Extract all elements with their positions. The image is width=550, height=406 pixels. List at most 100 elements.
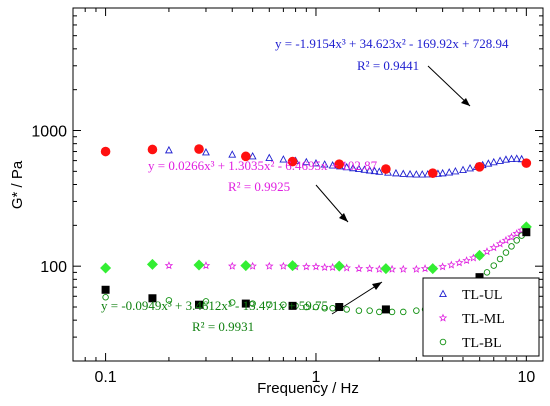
data-point: [501, 235, 511, 244]
data-point: [451, 166, 460, 175]
data-point: [474, 249, 486, 261]
data-point: [496, 255, 504, 263]
data-point: [333, 260, 345, 272]
data-point: [265, 153, 274, 161]
equation-tl-ml: y = 0.0266x³ + 1.3035x² - 6.4695x + 102.…: [148, 158, 378, 173]
data-point: [381, 164, 391, 174]
data-point: [335, 303, 344, 312]
data-point: [483, 269, 491, 276]
legend-entries: TL-UL TL-ML TL-BL: [438, 288, 505, 351]
data-point: [343, 306, 350, 313]
data-point: [355, 307, 363, 314]
data-point: [101, 285, 110, 294]
data-point: [512, 154, 521, 162]
data-point: [462, 256, 471, 265]
x-tick-label: 0.1: [94, 369, 116, 386]
data-point: [287, 260, 299, 272]
data-point: [321, 304, 328, 312]
data-point: [288, 301, 297, 310]
data-point: [354, 164, 363, 172]
data-point: [375, 167, 384, 175]
arrowhead-tl-ml: [339, 213, 348, 222]
data-point: [360, 165, 369, 173]
data-point: [521, 158, 532, 168]
data-point: [400, 308, 407, 316]
data-point: [240, 260, 252, 272]
data-point: [507, 154, 516, 163]
data-point: [202, 148, 210, 156]
data-point: [392, 168, 400, 177]
data-point: [399, 169, 408, 177]
data-point: [265, 261, 274, 270]
r-squared-tl-ml: R² = 0.9925: [228, 179, 290, 194]
arrowhead-tl-bl: [372, 282, 382, 290]
y-tick-label: 100: [40, 259, 67, 276]
data-point: [147, 144, 158, 155]
series-diamond-filled: [100, 221, 532, 275]
data-point: [146, 258, 158, 270]
data-point: [311, 262, 321, 271]
data-point: [522, 228, 531, 237]
data-point: [100, 262, 112, 274]
data-point: [447, 260, 456, 269]
data-point: [266, 301, 273, 308]
r-squared-tl-ul: R² = 0.9441: [357, 58, 419, 73]
arrowhead-tl-ul: [461, 98, 470, 106]
data-point: [365, 166, 374, 174]
data-point: [248, 151, 257, 160]
series-layer: [100, 144, 532, 316]
legend-label: TL-UL: [462, 288, 502, 303]
legend-marker: [439, 289, 447, 298]
data-point: [194, 144, 204, 154]
equation-tl-bl: y = -0.0949x³ + 3.4612x² - 13.471x + 59.…: [101, 298, 328, 313]
data-point: [165, 297, 173, 304]
legend-item-tl-ul: TL-UL: [439, 288, 502, 303]
x-axis-title: Frequency / Hz: [257, 380, 359, 397]
data-point: [349, 163, 357, 172]
data-point: [482, 247, 492, 256]
data-point: [502, 155, 510, 163]
annotation-tl-bl: y = -0.0949x³ + 3.4612x² - 13.471x + 59.…: [101, 281, 383, 334]
y-tick-labels: 100 1000: [31, 124, 67, 277]
data-point: [228, 150, 237, 158]
data-point: [303, 303, 310, 311]
data-point: [466, 164, 474, 172]
data-point: [420, 264, 430, 273]
data-point: [484, 159, 493, 167]
data-point: [312, 158, 320, 167]
data-point: [475, 273, 484, 282]
data-point: [507, 232, 516, 241]
data-point: [193, 259, 205, 271]
data-point: [320, 262, 329, 271]
data-point: [241, 299, 250, 308]
data-point: [418, 170, 427, 178]
data-point: [279, 261, 288, 270]
legend-label: TL-ML: [462, 312, 505, 327]
data-point: [320, 160, 329, 168]
data-point: [342, 162, 351, 171]
data-point: [102, 294, 109, 301]
data-point: [279, 155, 288, 163]
data-point: [427, 168, 438, 178]
data-point: [406, 169, 414, 178]
data-point: [100, 146, 111, 157]
data-point: [496, 156, 505, 164]
data-point: [365, 264, 374, 273]
data-point: [438, 168, 447, 177]
x-tick-labels: 0.1 1 10: [94, 369, 535, 386]
legend-item-tl-ml: TL-ML: [438, 312, 505, 327]
data-point: [438, 262, 447, 271]
data-point: [380, 263, 392, 275]
data-point: [227, 261, 237, 270]
legend: TL-UL TL-ML TL-BL: [422, 277, 540, 357]
data-point: [502, 249, 510, 256]
data-point: [228, 299, 236, 306]
data-point: [342, 263, 351, 272]
data-point: [312, 303, 320, 311]
data-point: [164, 145, 173, 154]
y-axis-title: G* / Pa: [9, 160, 26, 209]
data-point: [249, 300, 256, 307]
x-tick-label: 10: [517, 369, 535, 386]
data-point: [164, 261, 174, 270]
data-point: [241, 151, 251, 162]
